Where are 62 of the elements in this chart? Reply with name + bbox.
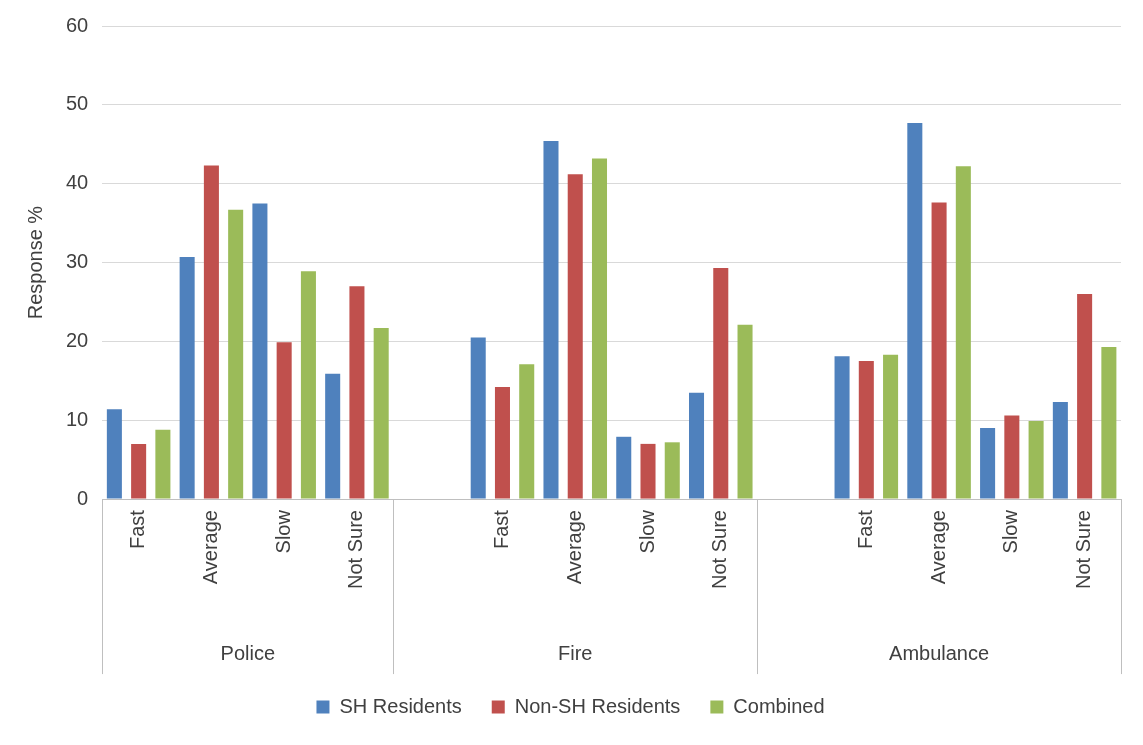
y-tick-label: 0 xyxy=(77,486,89,509)
bar xyxy=(349,286,365,499)
bar xyxy=(470,337,486,499)
y-tick-label: 50 xyxy=(66,92,89,115)
legend-label: Combined xyxy=(733,694,825,717)
x-tick-label: Not Sure xyxy=(1072,510,1095,590)
bar xyxy=(737,324,753,499)
bar xyxy=(373,327,389,499)
y-tick-label: 20 xyxy=(66,328,89,351)
x-tick-label: Fast xyxy=(126,509,149,549)
bar xyxy=(106,409,122,499)
bar xyxy=(494,387,510,499)
x-tick-label: Slow xyxy=(271,509,294,554)
bar xyxy=(664,442,680,499)
bar xyxy=(567,174,583,499)
bar xyxy=(1052,402,1068,499)
text: Police xyxy=(220,641,276,664)
bar xyxy=(834,356,850,499)
bar xyxy=(616,436,632,499)
bar xyxy=(640,443,656,499)
text: Fire xyxy=(558,641,593,664)
bar xyxy=(155,429,171,499)
x-tick-label: Not Sure xyxy=(344,510,367,590)
legend-label: SH Residents xyxy=(339,694,462,717)
bar xyxy=(931,202,947,499)
x-tick-label: Slow xyxy=(999,509,1022,554)
bar xyxy=(203,165,219,499)
bar xyxy=(300,271,316,499)
x-tick-label: Average xyxy=(926,510,949,585)
x-tick-label: Fast xyxy=(489,509,512,549)
bar xyxy=(883,354,899,499)
bar xyxy=(1101,346,1117,499)
bar xyxy=(543,141,559,499)
bar xyxy=(591,158,608,499)
bar xyxy=(1077,294,1093,499)
y-tick-label: 60 xyxy=(66,13,89,36)
y-axis-title: Response % xyxy=(23,205,46,320)
y-tick-label: 30 xyxy=(66,250,89,273)
bar xyxy=(955,166,971,499)
bar xyxy=(252,203,268,499)
bar xyxy=(713,268,729,499)
bar xyxy=(519,364,535,499)
bar xyxy=(228,209,244,499)
text: Ambulance xyxy=(889,641,990,664)
x-tick-label: Average xyxy=(198,510,221,585)
y-tick-label: 40 xyxy=(66,171,89,194)
bar xyxy=(179,257,195,499)
y-tick-label: 10 xyxy=(66,407,89,430)
bar xyxy=(689,392,705,499)
x-tick-label: Slow xyxy=(635,509,658,554)
bar xyxy=(907,122,923,499)
legend-label: Non-SH Residents xyxy=(514,694,681,717)
bar xyxy=(1004,415,1020,499)
bar xyxy=(980,428,996,499)
bar xyxy=(276,342,292,499)
x-tick-label: Not Sure xyxy=(708,510,731,590)
bar xyxy=(1028,421,1044,499)
x-tick-label: Fast xyxy=(853,509,876,549)
bar xyxy=(858,361,874,499)
bar xyxy=(325,373,341,499)
bar xyxy=(131,443,147,499)
x-tick-label: Average xyxy=(562,510,585,585)
